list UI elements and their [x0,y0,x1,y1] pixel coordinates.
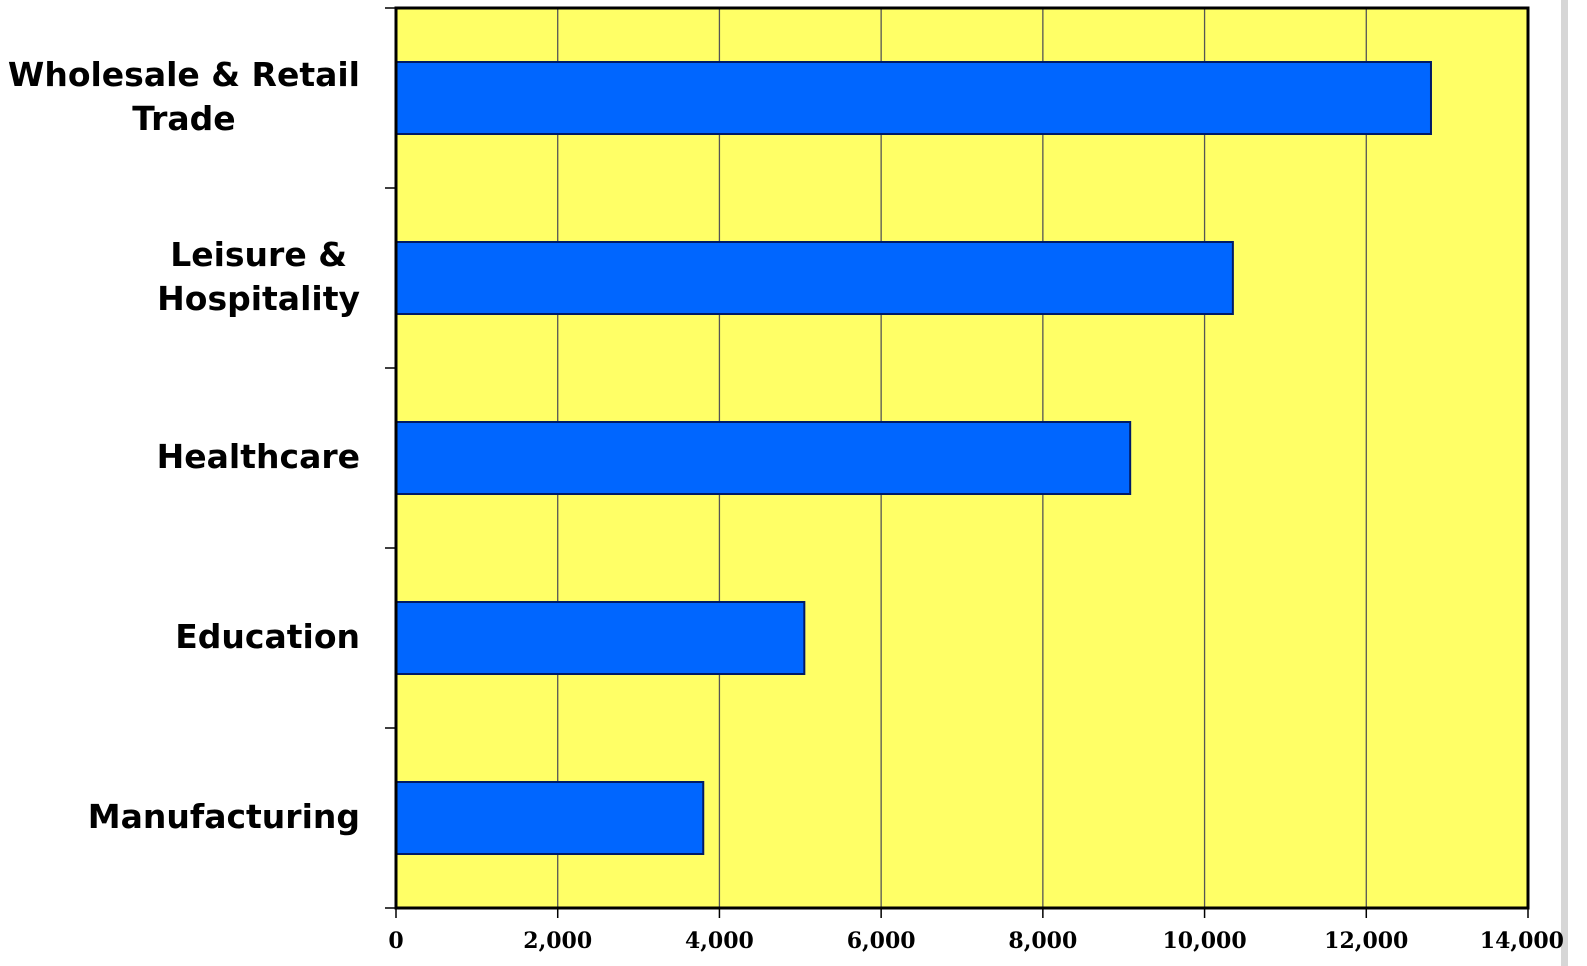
category-label-line: Trade [132,99,235,138]
category-label: Wholesale & Retail Trade [8,55,360,138]
bar [395,781,705,855]
x-tick-labels: 0 2,000 4,000 6,000 8,000 10,000 12,000 14,000 [388,928,1564,954]
x-tick-label: 8,000 [1008,928,1077,954]
category-label: Healthcare [157,437,360,476]
category-label-line: Education [175,617,360,656]
axes [385,6,1530,918]
bar [395,241,1234,315]
x-tick-label: 10,000 [1162,928,1246,954]
x-tick-label: 2,000 [523,928,592,954]
plot-frame [394,6,1530,910]
bar [395,421,1132,495]
category-labels: Wholesale & Retail Trade Leisure & Hospital… [8,55,360,836]
window-edge-strip [1561,0,1568,966]
x-tick-label: 14,000 [1480,928,1564,954]
bar [395,601,806,675]
x-tick-label: 0 [388,928,403,954]
category-label-line: Leisure & [170,235,347,274]
bar [395,61,1432,135]
category-label-line: Manufacturing [88,797,360,836]
category-label: Manufacturing [88,797,360,836]
x-tick-label: 4,000 [685,928,754,954]
category-label: Leisure & Hospitality [157,235,360,318]
x-tick-label: 6,000 [847,928,916,954]
x-tick-label: 12,000 [1324,928,1408,954]
category-label-line: Healthcare [157,437,360,476]
category-label-line: Wholesale & Retail [8,55,360,94]
category-label: Education [175,617,360,656]
category-label-line: Hospitality [157,279,360,318]
